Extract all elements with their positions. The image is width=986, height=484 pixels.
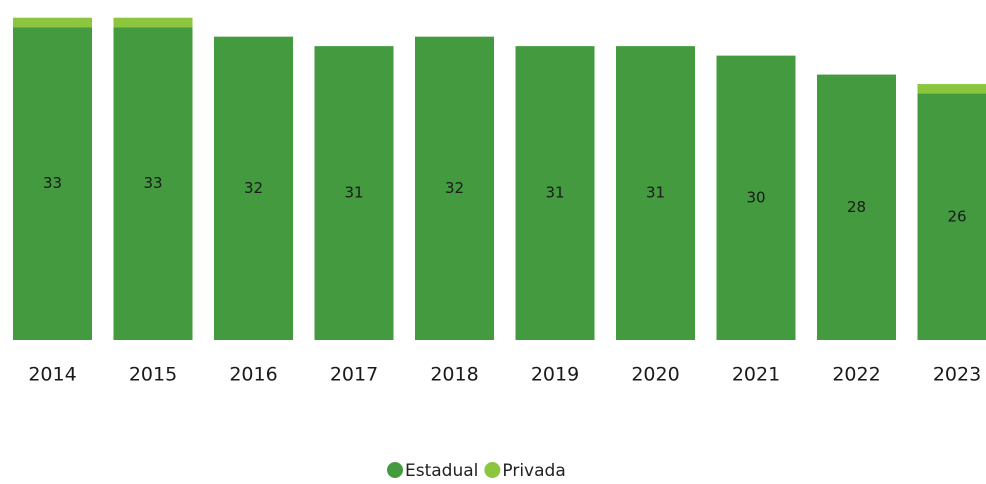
bar-segment [13,27,92,340]
x-tick-label: 2016 [229,364,277,386]
bar-segment [917,84,986,94]
bar-segment [515,46,595,340]
value-label: 31 [545,184,564,202]
bar-segment [817,74,896,340]
bar-segment [113,17,193,28]
legend-marker [484,462,501,478]
value-label: 32 [445,179,464,197]
legend-label: Privada [502,461,565,481]
bar-segment [917,93,986,340]
x-tick-label: 2021 [732,364,780,386]
x-tick-label: 2020 [631,364,679,386]
bar-segment [314,46,394,340]
x-tick-label: 2022 [832,364,880,386]
x-tick-label: 2019 [531,364,579,386]
value-label: 31 [344,184,363,202]
bar-segment [113,27,193,340]
value-label: 33 [143,174,162,192]
x-tick-label: 2014 [28,364,76,386]
value-label: 32 [244,179,263,197]
x-tick-label: 2015 [129,364,177,386]
value-label: 26 [947,207,966,225]
bar-segment [13,17,92,28]
value-label: 31 [646,184,665,202]
bar-segment [716,55,796,340]
value-label: 30 [746,188,765,206]
x-tick-label: 2018 [430,364,478,386]
legend-label: Estadual [405,461,478,481]
x-tick-label: 2023 [933,364,981,386]
bar-segment [214,36,293,341]
value-label: 28 [847,198,866,216]
legend-marker [387,462,403,478]
bar-segment [415,36,494,341]
value-label: 33 [43,174,62,192]
bar-segment [616,46,695,340]
x-tick-label: 2017 [330,364,378,386]
